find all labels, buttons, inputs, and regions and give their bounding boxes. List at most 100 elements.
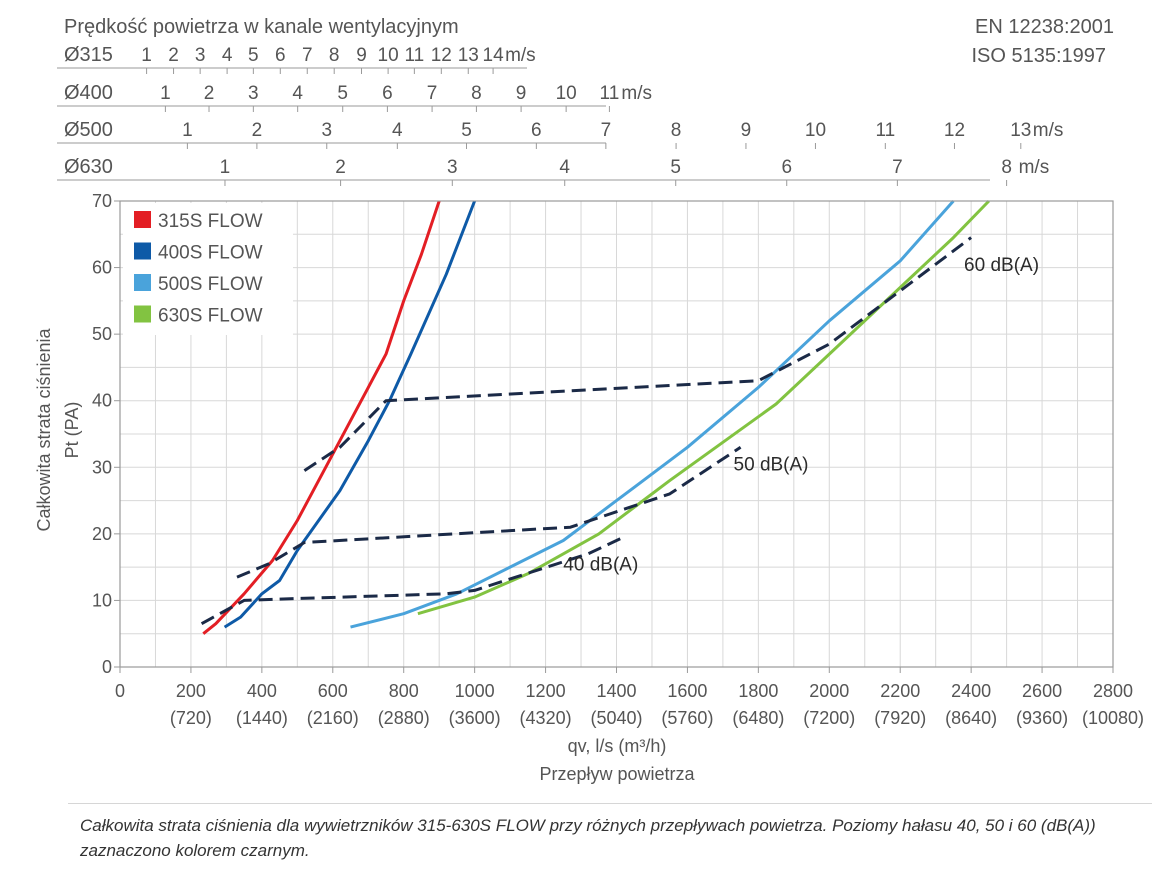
velocity-tick-label: 6 [275,45,286,66]
y-tick-label: 50 [92,324,112,344]
legend-entry: 315S FLOW [158,211,263,232]
x-tick-label-m3h: (8640) [945,708,997,728]
x-tick-label-m3h: (6480) [732,708,784,728]
series-layer: 40 dB(A) 50 dB(A) 60 dB(A) [200,199,1039,635]
legend-entry: 630S FLOW [158,306,263,327]
velocity-tick-label: 3 [195,45,206,66]
velocity-tick-label: 1 [182,120,193,141]
velocity-tick-label: 11 [875,120,895,141]
x-tick-label: 1600 [667,681,707,701]
velocity-tick-label: 5 [337,83,348,104]
x-tick-label: 2400 [951,681,991,701]
x-tick-label-m3h: (1440) [236,708,288,728]
figure-caption: Całkowita strata ciśnienia dla wywietrzn… [80,816,1096,860]
velocity-tick-label: 6 [531,120,542,141]
y-axis-label-2: Pt (PA) [62,402,82,459]
standard-label: EN 12238:2001 [975,16,1114,38]
velocity-tick-label: 7 [427,83,438,104]
x-tick-label-m3h: (720) [170,708,212,728]
y-tick-label: 30 [92,457,112,477]
noise-level-annotation: 50 dB(A) [734,455,809,476]
x-tick-label-m3h: (10080) [1082,708,1144,728]
y-tick-label: 70 [92,191,112,211]
x-tick-label-m3h: (9360) [1016,708,1068,728]
x-tick-label-m3h: (2880) [378,708,430,728]
chart-title: Prędkość powietrza w kanale wentylacyjny… [64,16,459,38]
velocity-tick-label: 2 [204,83,215,104]
x-tick-label: 1200 [526,681,566,701]
noise-level-annotation: 60 dB(A) [964,255,1039,276]
velocity-tick-label: 9 [356,45,367,66]
velocity-scale-row: Ø500 1 2 3 4 5 6 7 8 9 10 11 12 13 m/s [57,119,1063,149]
y-tick-label: 20 [92,524,112,544]
velocity-tick-label: 5 [670,157,681,178]
velocity-tick-label: 7 [302,45,313,66]
velocity-tick-label: 11 [600,83,620,104]
series-line-500s-flow [350,200,955,629]
series-line-400s-flow [223,200,476,629]
x-tick-label: 2800 [1093,681,1133,701]
velocity-unit-label: m/s [621,83,652,104]
x-tick-label-m3h: (5760) [661,708,713,728]
velocity-tick-label: 2 [335,157,346,178]
y-tick-label: 40 [92,391,112,411]
velocity-tick-label: 4 [559,157,570,178]
x-tick-label-m3h: (7200) [803,708,855,728]
velocity-tick-label: 5 [248,45,259,66]
velocity-scale-row: Ø630 1 2 3 4 5 6 7 8 m/s [57,156,1049,186]
velocity-tick-label: 8 [671,120,682,141]
velocity-tick-label: 3 [447,157,458,178]
velocity-unit-label: m/s [1033,120,1064,141]
x-axis-label-2: Przepływ powietrza [539,764,695,784]
x-tick-label: 600 [318,681,348,701]
legend-swatch [134,305,151,323]
x-tick-label-m3h: (3600) [449,708,501,728]
x-tick-label-m3h: (7920) [874,708,926,728]
velocity-tick-label: 2 [168,45,179,66]
x-tick-label: 800 [389,681,419,701]
noise-line-60-db-a [303,236,973,472]
x-tick-label-m3h: (4320) [520,708,572,728]
legend-swatch [134,274,151,291]
velocity-tick-label: 8 [1001,157,1012,178]
x-tick-label: 2600 [1022,681,1062,701]
duct-diameter-label: Ø315 [64,44,113,66]
legend-background [123,203,293,335]
velocity-tick-label: 1 [220,157,231,178]
velocity-tick-label: 8 [329,45,340,66]
x-tick-label-m3h: (2160) [307,708,359,728]
velocity-tick-label: 9 [741,120,752,141]
velocity-tick-label: 10 [556,83,577,104]
duct-diameter-label: Ø500 [64,119,113,141]
velocity-tick-label: 7 [892,157,903,178]
x-tick-label: 1800 [738,681,778,701]
velocity-tick-label: 9 [516,83,527,104]
x-axis-label: qv, l/s (m³/h) [568,736,667,756]
velocity-tick-label: 8 [471,83,482,104]
x-tick-label: 2000 [809,681,849,701]
series-line-630s-flow [417,199,990,616]
series-line-315s-flow [202,200,441,635]
velocity-scale-row: Ø400 1 2 3 4 5 6 7 8 9 10 11 m/s [57,82,652,112]
x-tick-label: 1400 [596,681,636,701]
velocity-tick-label: 12 [431,45,452,66]
y-tick-label: 10 [92,590,112,610]
velocity-unit-label: m/s [1019,157,1050,178]
legend-swatch [134,242,151,260]
velocity-tick-label: 2 [252,120,263,141]
velocity-tick-label: 11 [404,45,424,66]
velocity-unit-label: m/s [505,45,536,66]
x-tick-label: 1000 [455,681,495,701]
y-axis-label: Całkowita strata ciśnienia [34,327,54,531]
velocity-tick-label: 4 [222,45,233,66]
velocity-tick-label: 6 [781,157,792,178]
velocity-tick-label: 13 [1010,120,1031,141]
velocity-tick-label: 4 [292,83,303,104]
legend-entry: 500S FLOW [158,274,263,295]
x-tick-label: 0 [115,681,125,701]
velocity-tick-label: 13 [458,45,479,66]
velocity-tick-label: 10 [378,45,399,66]
x-tick-label: 200 [176,681,206,701]
axes-layer: 0 200(720)400(1440)600(2160)800(2880)1000… [92,191,1144,728]
